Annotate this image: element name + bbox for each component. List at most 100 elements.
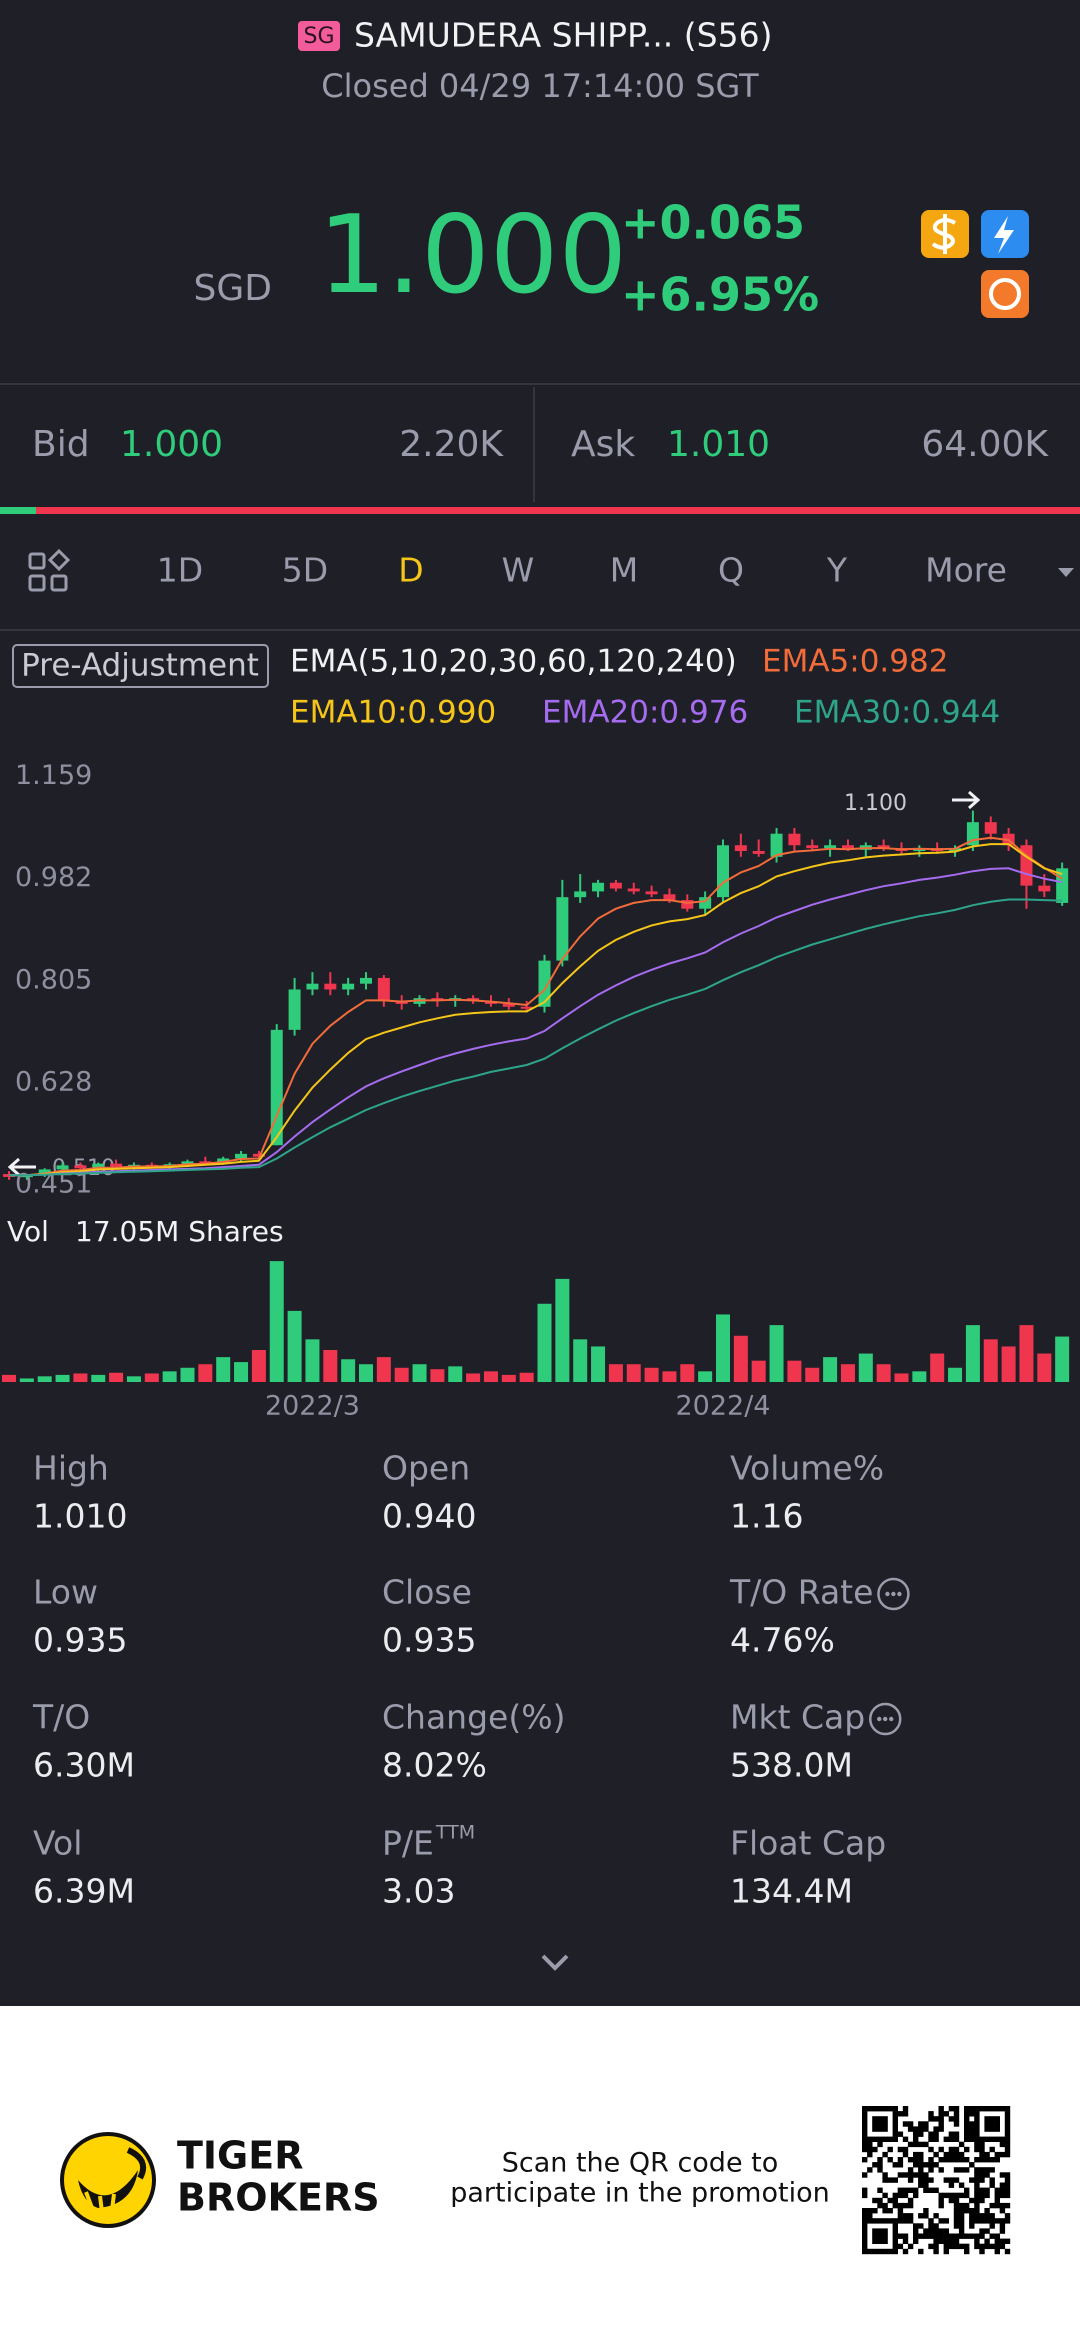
qr-module bbox=[938, 2146, 944, 2153]
qr-module bbox=[948, 2131, 955, 2137]
qr-module bbox=[933, 2162, 939, 2168]
qr-module bbox=[862, 2187, 868, 2193]
candle-body bbox=[377, 977, 390, 1001]
qr-module bbox=[974, 2218, 980, 2224]
qr-module bbox=[953, 2131, 960, 2137]
info-icon[interactable] bbox=[868, 1702, 902, 1736]
adjustment-box[interactable] bbox=[12, 644, 269, 688]
qr-module bbox=[1004, 2213, 1011, 2219]
period-tab[interactable]: W bbox=[502, 551, 535, 590]
qr-module bbox=[862, 2238, 868, 2244]
qr-module bbox=[877, 2116, 883, 2122]
qr-module bbox=[877, 2238, 883, 2244]
qr-module bbox=[943, 2192, 949, 2199]
bid-label: Bid bbox=[32, 424, 90, 465]
qr-module bbox=[969, 2162, 975, 2168]
volume-bar bbox=[626, 1364, 641, 1382]
stat-value: 0.935 bbox=[382, 1621, 476, 1660]
qr-module bbox=[1004, 2202, 1011, 2209]
qr-module bbox=[872, 2162, 878, 2168]
qr-module bbox=[882, 2202, 888, 2209]
qr-module bbox=[892, 2162, 898, 2168]
expand-chevron[interactable] bbox=[541, 1954, 569, 1971]
candle-body bbox=[270, 1029, 283, 1146]
qr-module bbox=[923, 2177, 929, 2183]
qr-module bbox=[1004, 2187, 1011, 2193]
candle-body bbox=[788, 833, 801, 846]
qr-module bbox=[872, 2248, 878, 2255]
qr-module bbox=[862, 2192, 868, 2199]
qr-module bbox=[974, 2157, 980, 2163]
brand-line: TIGER bbox=[177, 2134, 303, 2178]
qr-module bbox=[887, 2177, 893, 2183]
logo-face bbox=[64, 2136, 152, 2224]
period-tab[interactable]: Y bbox=[826, 551, 848, 590]
qr-module bbox=[974, 2146, 980, 2153]
qr-module bbox=[974, 2167, 980, 2173]
qr-module bbox=[969, 2213, 975, 2219]
qr-module bbox=[943, 2218, 949, 2224]
qr-module bbox=[918, 2233, 924, 2239]
candle-body bbox=[92, 1163, 105, 1169]
info-icon[interactable] bbox=[877, 1577, 910, 1611]
period-tab[interactable]: 5D bbox=[282, 551, 328, 590]
qr-module bbox=[938, 2192, 944, 2199]
qr-module bbox=[969, 2208, 975, 2214]
qr-module bbox=[877, 2202, 883, 2209]
qr-module bbox=[923, 2182, 929, 2188]
logo-stripe bbox=[84, 2191, 116, 2213]
qr-module bbox=[953, 2121, 960, 2127]
stat-value: 0.940 bbox=[382, 1497, 476, 1536]
volume-bar bbox=[430, 1369, 445, 1382]
qr-module bbox=[999, 2208, 1006, 2214]
qr-module bbox=[964, 2136, 970, 2142]
qr-module bbox=[918, 2131, 924, 2137]
period-tab[interactable]: Q bbox=[718, 551, 744, 590]
period-tab[interactable]: 1D bbox=[157, 551, 203, 590]
qr-module bbox=[902, 2218, 909, 2224]
y-tick-label: 0.628 bbox=[15, 1066, 92, 1097]
volume-bar bbox=[965, 1325, 980, 1382]
stat-value: 538.0M bbox=[730, 1746, 853, 1785]
more-arrow[interactable] bbox=[1058, 568, 1074, 577]
stat-label-sup: TTM bbox=[435, 1822, 475, 1844]
qr-module bbox=[913, 2141, 919, 2148]
qr-module bbox=[938, 2238, 944, 2244]
qr-module bbox=[887, 2208, 893, 2214]
qr-module bbox=[923, 2208, 929, 2214]
qr-module bbox=[958, 2228, 965, 2234]
qr-module bbox=[877, 2167, 883, 2173]
qr-module bbox=[882, 2172, 888, 2178]
stat-value: 1.010 bbox=[33, 1497, 127, 1536]
layout-icon[interactable] bbox=[28, 548, 71, 592]
qr-module bbox=[938, 2157, 944, 2163]
qr-module bbox=[938, 2116, 944, 2122]
qr-module bbox=[928, 2146, 934, 2153]
qr-module bbox=[958, 2202, 965, 2209]
period-tab[interactable]: D bbox=[398, 551, 423, 590]
candle-body bbox=[252, 1153, 265, 1157]
qr-module bbox=[979, 2167, 985, 2173]
qr-module bbox=[974, 2172, 980, 2178]
info-dot bbox=[889, 1716, 894, 1722]
volume-bar bbox=[983, 1339, 998, 1382]
qr-module bbox=[892, 2121, 898, 2127]
qr-module bbox=[989, 2136, 995, 2142]
qr-module bbox=[948, 2116, 955, 2122]
qr-module bbox=[913, 2192, 919, 2199]
period-tab[interactable]: More bbox=[925, 551, 1007, 590]
qr-module bbox=[887, 2136, 893, 2142]
qr-module bbox=[897, 2172, 904, 2178]
qr-module bbox=[943, 2248, 949, 2255]
options-icon[interactable] bbox=[981, 270, 1029, 318]
info-dot bbox=[883, 1716, 888, 1722]
icon-part bbox=[28, 552, 46, 570]
qr-module bbox=[928, 2177, 934, 2183]
qr-module bbox=[948, 2243, 955, 2250]
qr-module bbox=[892, 2192, 898, 2199]
qr-module bbox=[984, 2151, 990, 2158]
stat-value: 6.39M bbox=[33, 1872, 135, 1911]
qr-module bbox=[999, 2218, 1006, 2224]
volume-text: 17.05M Shares bbox=[75, 1215, 284, 1248]
period-tab[interactable]: M bbox=[610, 551, 638, 590]
